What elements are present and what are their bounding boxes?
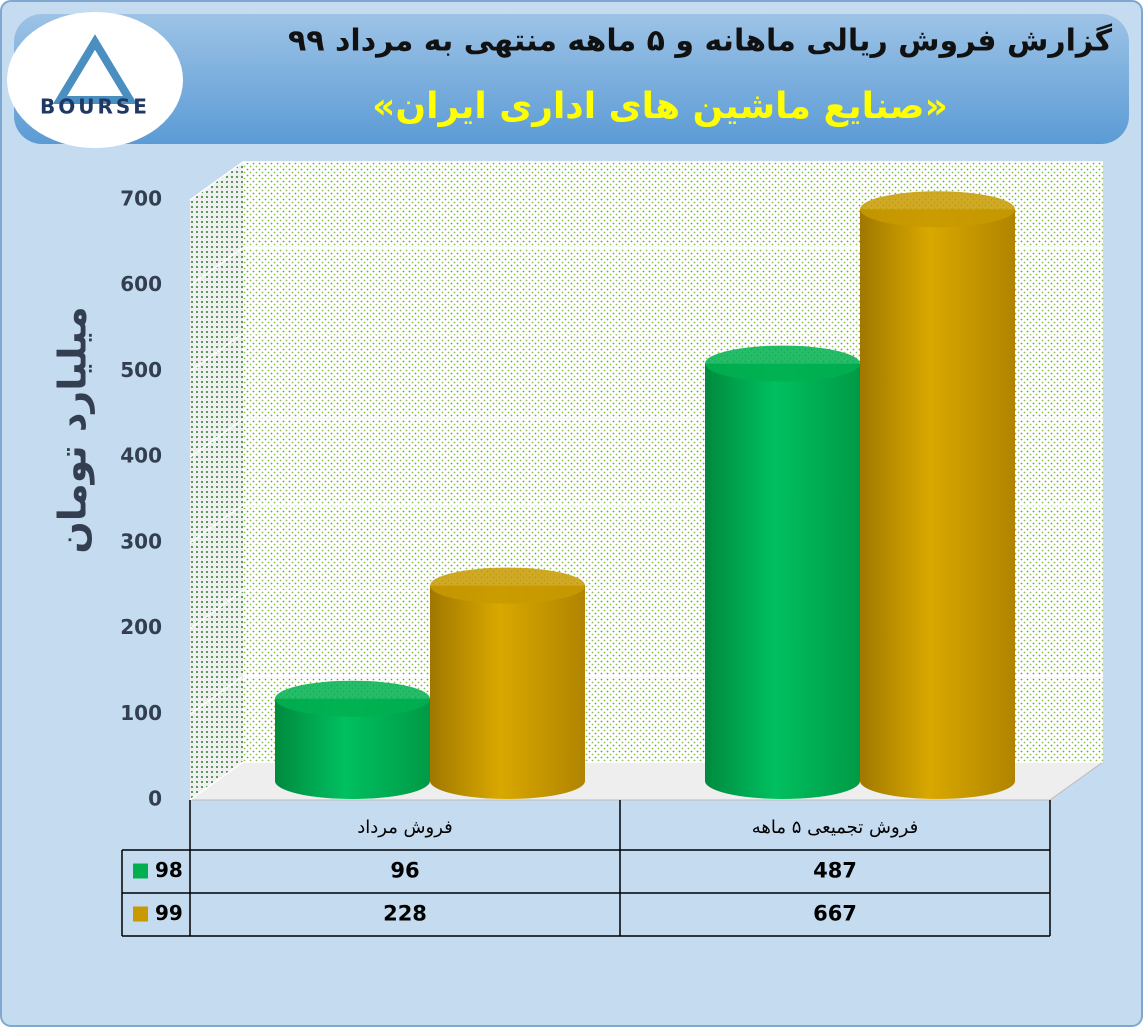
table-value: 228: [383, 902, 427, 926]
bar-top: [275, 680, 430, 717]
logo-text: BOURSE: [40, 95, 150, 119]
y-tick-label: 700: [120, 187, 162, 211]
y-tick-label: 400: [120, 444, 162, 468]
bar: [275, 698, 430, 799]
y-tick-label: 0: [148, 787, 162, 811]
side-wall: [190, 162, 243, 800]
bar: [860, 209, 1015, 800]
legend-label: 99: [155, 901, 183, 925]
plot: 0 100 200 300 400 500 600 700 فروش مرداد فروش تجم…: [120, 161, 1105, 937]
bar: [430, 585, 585, 799]
legend-label: 98: [155, 858, 183, 882]
grid-line: [189, 246, 1103, 287]
table-value: 667: [813, 902, 857, 926]
logo-bg: [7, 12, 183, 148]
y-axis-label: میلیارد تومان: [51, 306, 95, 553]
chart-subtitle: «صنایع ماشین های اداری ایران»: [372, 86, 948, 127]
grid-line: [189, 161, 1103, 201]
bar: [705, 363, 860, 799]
bar-top: [705, 345, 860, 382]
table-value: 96: [390, 859, 419, 883]
grid-line: [189, 332, 1103, 373]
y-tick-label: 200: [120, 615, 162, 639]
category-label: فروش مرداد: [357, 817, 453, 838]
header-banner: [14, 14, 1129, 144]
y-tick-label: 500: [120, 358, 162, 382]
category-label: فروش تجمیعی ۵ ماهه: [752, 817, 918, 838]
chart-title: گزارش فروش ریالی ماهانه و ۵ ماهه منتهی ب…: [288, 23, 1113, 59]
legend-swatch: [133, 906, 148, 922]
y-tick-label: 600: [120, 272, 162, 296]
bar-top: [860, 191, 1015, 228]
logo-mark: [52, 34, 138, 104]
legend-swatch: [133, 863, 148, 879]
y-tick-label: 300: [120, 529, 162, 553]
bar-top: [430, 567, 585, 604]
y-tick-label: 100: [120, 701, 162, 725]
table-value: 487: [813, 859, 857, 883]
